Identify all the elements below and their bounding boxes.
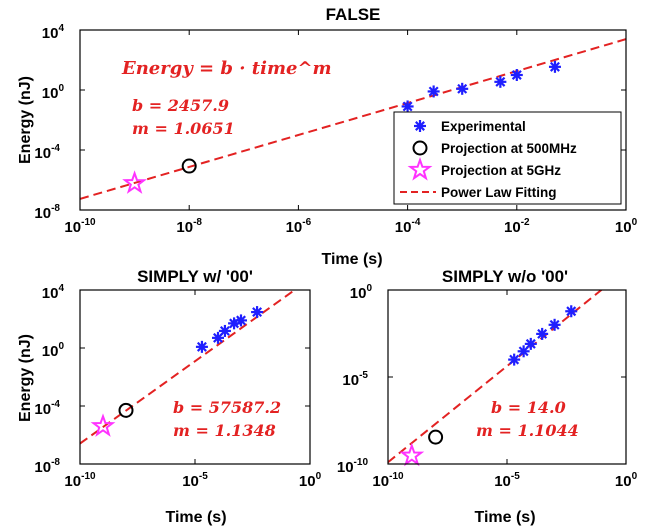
x-tick-label: 10-6 xyxy=(286,217,312,236)
formula-annotation: Energy = b · time^m xyxy=(121,58,332,79)
x-tick-label: 10-5 xyxy=(182,471,208,490)
data-point xyxy=(508,353,521,366)
x-tick-label: 10-10 xyxy=(64,471,96,490)
y-tick-label: 10-8 xyxy=(34,203,60,222)
y-axis-label: Energy (nJ) xyxy=(17,76,34,164)
panel-simply-with-00: SIMPLY w/ '00' 10-10 10-5 10010-810-410010… xyxy=(17,267,322,526)
data-point xyxy=(118,402,134,418)
plot-area xyxy=(388,290,603,467)
y-tick-label: 104 xyxy=(42,23,65,42)
b-annotation: b = 14.0 xyxy=(491,398,566,417)
chart-title: FALSE xyxy=(326,5,381,24)
y-tick-label: 104 xyxy=(42,283,65,302)
data-point xyxy=(401,100,414,113)
legend-box xyxy=(393,111,622,205)
legend-marker xyxy=(414,120,426,132)
data-point xyxy=(181,158,197,174)
x-axis-label: Time (s) xyxy=(165,509,226,526)
fit-line xyxy=(80,38,626,200)
data-point xyxy=(122,170,147,194)
m-annotation: m = 1.1044 xyxy=(476,421,579,440)
x-tick-label: 10-4 xyxy=(395,217,421,236)
plot-area xyxy=(80,290,297,445)
star-marker-icon xyxy=(407,156,433,181)
x-axis-label: Time (s) xyxy=(321,251,382,268)
data-point xyxy=(510,69,523,81)
tick-labels: 10-10 10-5 100 10-10 10-5 100 xyxy=(337,283,638,490)
legend-label: Power Law Fitting xyxy=(441,185,557,200)
data-point xyxy=(565,305,578,318)
data-point xyxy=(427,85,440,98)
y-tick-label: 100 xyxy=(42,341,65,360)
legend-item-5ghz: Projection at 5GHz xyxy=(407,156,561,181)
x-tick-label: 10-8 xyxy=(176,217,202,236)
y-tick-label: 10-4 xyxy=(34,143,60,162)
x-axis-label: Time (s) xyxy=(474,509,535,526)
chart-title: SIMPLY w/o '00' xyxy=(442,267,568,286)
data-point xyxy=(399,442,425,467)
panel-false: FALSE 10-10 10-8 10-6 10-4 10-2 10010-810-410… xyxy=(17,5,638,268)
x-tick-label: 10-2 xyxy=(504,217,530,236)
data-point xyxy=(90,413,116,437)
b-annotation: b = 2457.9 xyxy=(132,96,229,115)
data-point xyxy=(524,337,537,350)
y-tick-label: 100 xyxy=(350,283,373,302)
y-tick-label: 10-5 xyxy=(342,370,368,389)
data-point xyxy=(456,82,469,95)
legend-marker xyxy=(412,140,428,156)
y-tick-label: 100 xyxy=(42,83,65,102)
legend-item-fit: Power Law Fitting xyxy=(400,185,557,200)
data-point xyxy=(235,314,247,327)
y-tick-label: 10-4 xyxy=(34,399,60,418)
y-tick-label: 10-8 xyxy=(34,457,60,476)
chart-title: SIMPLY w/ '00' xyxy=(137,267,253,286)
legend-label: Projection at 5GHz xyxy=(441,163,561,178)
data-point xyxy=(548,60,561,73)
data-point xyxy=(212,331,224,344)
data-point xyxy=(517,345,530,358)
m-annotation: m = 1.1348 xyxy=(173,421,276,440)
x-tick-label: 10-10 xyxy=(372,471,404,490)
data-point xyxy=(536,327,549,340)
b-annotation: b = 57587.2 xyxy=(173,398,281,417)
legend: Experimental Projection at 500MHz Projec… xyxy=(393,111,622,205)
axes-box xyxy=(79,29,627,211)
x-tick-label: 100 xyxy=(615,217,638,236)
legend-marker xyxy=(407,156,433,181)
tick-labels: 10-10 10-5 100 10-8 10-4 100 104 xyxy=(34,283,321,490)
y-axis-label: Energy (nJ) xyxy=(17,334,34,422)
x-tick-label: 10-10 xyxy=(64,217,96,236)
data-point xyxy=(428,429,444,445)
circle-marker-icon xyxy=(412,140,428,156)
x-tick-label: 100 xyxy=(299,471,322,490)
panel-simply-without-00: SIMPLY w/o '00' 10-10 10-5 100 10-10 10-5 100… xyxy=(337,267,638,526)
legend-label: Projection at 500MHz xyxy=(441,141,577,156)
fit-line xyxy=(388,290,603,464)
data-point xyxy=(195,340,208,353)
legend-item-experimental: Experimental xyxy=(414,119,526,134)
legend-label: Experimental xyxy=(441,119,526,134)
m-annotation: m = 1.0651 xyxy=(132,119,235,138)
asterisk-marker-icon xyxy=(414,120,426,132)
data-point xyxy=(548,318,561,331)
y-tick-label: 10-10 xyxy=(337,457,369,476)
plot-area xyxy=(80,38,626,200)
legend-item-500mhz: Projection at 500MHz xyxy=(412,140,577,156)
data-point xyxy=(218,324,231,337)
x-tick-label: 100 xyxy=(615,471,638,490)
x-tick-label: 10-5 xyxy=(494,471,520,490)
data-point xyxy=(251,306,264,319)
fit-line xyxy=(80,290,297,445)
data-point xyxy=(494,75,507,88)
